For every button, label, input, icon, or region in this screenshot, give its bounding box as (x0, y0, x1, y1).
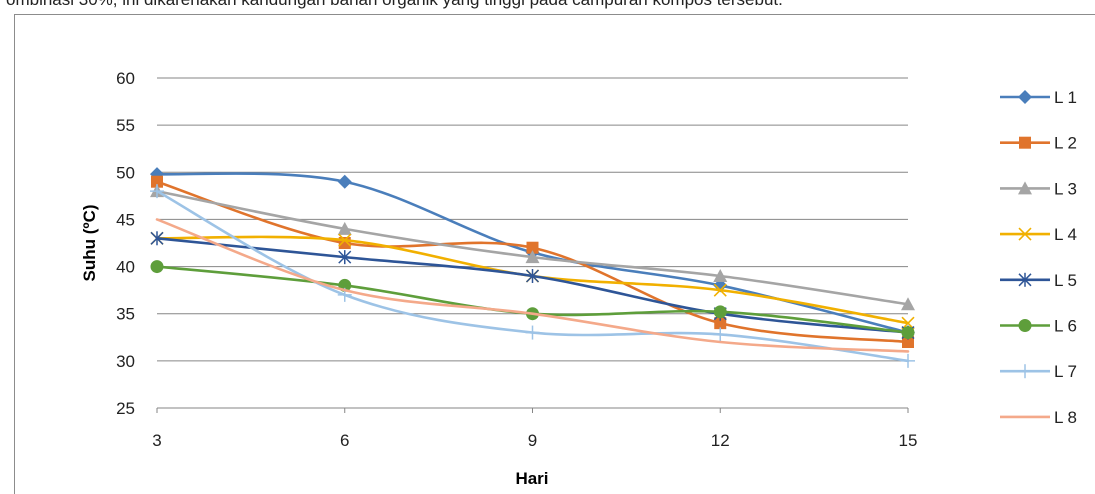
data-point-l4 (901, 316, 915, 330)
series-l2 (151, 175, 914, 348)
y-tick-label: 60 (116, 69, 135, 88)
series-l3 (150, 184, 915, 311)
legend-marker (1019, 136, 1031, 149)
legend-item-l4: L 4 (1000, 225, 1077, 244)
data-point-l2 (526, 241, 539, 254)
x-tick-label: 12 (711, 431, 730, 450)
x-tick-label: 3 (152, 431, 161, 450)
legend: L 1 L 2 L 3 L 4 L 5 L 6 L 7 L 8 (1000, 88, 1077, 427)
legend-label: L 7 (1054, 362, 1077, 381)
legend-label: L 6 (1054, 317, 1077, 336)
header-text: ombinasi 30%, ini dikarenakan kandungan … (6, 0, 783, 8)
data-point-l4 (713, 283, 727, 297)
data-point-l7 (901, 353, 915, 368)
y-tick-label: 55 (116, 116, 135, 135)
legend-item-l5: L 5 (1000, 271, 1077, 290)
data-point-l7 (713, 327, 728, 342)
y-tick-labels: 25 30 35 40 45 50 55 60 (116, 69, 135, 418)
chart-frame (14, 14, 1095, 494)
data-point-l4 (338, 233, 352, 247)
x-tick-label: 6 (340, 431, 349, 450)
data-point-l7 (525, 325, 540, 340)
y-tick-label: 40 (116, 258, 135, 277)
data-point-l2 (902, 336, 914, 348)
x-axis-label: Hari (515, 469, 548, 488)
series-line-l8 (155, 218, 910, 353)
data-point-l6 (901, 326, 915, 340)
data-point-l6 (150, 260, 164, 274)
legend-marker (1018, 319, 1032, 332)
y-tick-label: 35 (116, 305, 135, 324)
header-text-strip: ombinasi 30%, ini dikarenakan kandungan … (0, 0, 1095, 14)
data-point-l3 (713, 269, 728, 282)
legend-label: L 1 (1054, 88, 1077, 107)
series-l8 (155, 218, 910, 353)
y-tick-label: 30 (116, 352, 135, 371)
data-point-l2 (151, 175, 163, 188)
data-point-l6 (713, 305, 727, 319)
legend-item-l1: L 1 (1000, 88, 1077, 107)
y-tick-label: 45 (116, 210, 135, 229)
legend-label: L 3 (1054, 179, 1077, 198)
data-point-l1 (337, 174, 352, 189)
legend-marker (1018, 181, 1032, 195)
legend-item-l8: L 8 (1000, 408, 1077, 427)
y-tick-label: 50 (116, 163, 135, 182)
legend-label: L 4 (1054, 225, 1077, 244)
legend-label: L 2 (1054, 134, 1077, 153)
legend-item-l7: L 7 (1000, 362, 1077, 381)
data-point-l5 (150, 231, 164, 246)
data-point-l3 (337, 221, 352, 235)
legend-label: L 8 (1054, 408, 1077, 427)
y-tick-label: 25 (116, 399, 135, 418)
x-tick-label: 15 (899, 431, 918, 450)
series-lines (150, 167, 915, 368)
legend-marker (1018, 364, 1032, 379)
data-point-l7 (150, 184, 164, 199)
legend-label: L 5 (1054, 271, 1077, 290)
legend-marker (1018, 272, 1032, 287)
data-point-l5 (338, 250, 352, 265)
data-point-l3 (901, 297, 915, 311)
y-axis-label: Suhu (ºC) (80, 204, 99, 281)
legend-marker (1018, 227, 1032, 241)
data-point-l3 (525, 250, 540, 264)
legend-marker (1018, 90, 1032, 104)
legend-item-l6: L 6 (1000, 317, 1077, 336)
x-tick-labels: 3 6 9 12 15 (152, 431, 917, 450)
x-tick-label: 9 (528, 431, 537, 450)
legend-item-l2: L 2 (1000, 134, 1077, 153)
data-point-l2 (714, 317, 727, 330)
data-point-l5 (525, 269, 540, 283)
legend-item-l3: L 3 (1000, 179, 1077, 198)
